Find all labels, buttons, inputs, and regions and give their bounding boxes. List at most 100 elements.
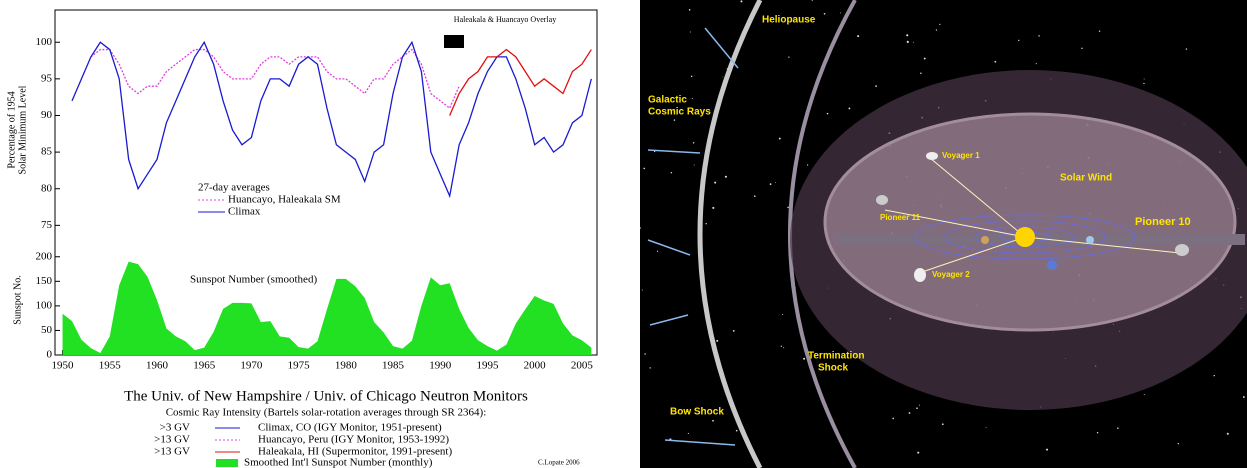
spacecraft (876, 195, 888, 205)
x-tick-label: 1970 (240, 360, 263, 372)
star (840, 12, 842, 14)
x-tick-label: 1985 (382, 360, 405, 372)
star (754, 195, 756, 197)
star (1143, 82, 1145, 85)
star (1213, 374, 1215, 377)
star (920, 72, 922, 75)
star (1143, 394, 1145, 396)
trajectory (929, 157, 1026, 238)
star (740, 0, 743, 3)
series-line (71, 40, 592, 199)
y-label: Solar Minimum Level (17, 85, 28, 174)
star (1096, 431, 1099, 434)
star (806, 164, 809, 166)
chart-panel: Haleakala & Huancayo Overlay Percentage … (6, 9, 598, 468)
legend-label: Climax (228, 206, 261, 218)
star (912, 41, 914, 43)
rigidity: >3 GV (160, 422, 190, 434)
star (690, 75, 693, 78)
star (1038, 35, 1040, 37)
trajectory (1024, 236, 1181, 254)
star (649, 367, 651, 369)
x-tick-label: 1955 (99, 360, 122, 372)
star (787, 206, 789, 209)
star (670, 171, 673, 174)
star (724, 175, 727, 178)
y-tick-label: 80 (41, 182, 53, 194)
label: Voyager 1 (942, 151, 980, 160)
star (985, 427, 987, 428)
y-tick-label: 100 (36, 36, 53, 48)
star (640, 227, 641, 229)
trajectory (884, 209, 1026, 238)
series-line (90, 48, 460, 110)
star (769, 183, 772, 186)
heliopause (788, 0, 857, 468)
label: Pioneer 11 (880, 213, 921, 222)
star (788, 56, 790, 58)
star (823, 12, 826, 15)
label: Pioneer 10 (1135, 216, 1191, 228)
star (994, 60, 997, 63)
y-tick-label: 90 (41, 109, 53, 121)
star (916, 407, 918, 410)
star (687, 432, 689, 435)
x-tick-label: 1980 (335, 360, 358, 372)
arrow (664, 439, 736, 446)
ecliptic-band (835, 234, 1245, 245)
arrow (704, 27, 739, 69)
star (643, 167, 646, 170)
label: Termination (808, 351, 864, 362)
star (826, 112, 829, 115)
x-tick-label: 1950 (52, 360, 75, 372)
star (689, 31, 691, 33)
star (686, 410, 689, 413)
x-tick-label: 2005 (571, 360, 594, 372)
star (705, 223, 707, 225)
star (875, 85, 877, 87)
label: Solar Wind (1060, 173, 1112, 184)
x-tick-label: 1960 (146, 360, 169, 372)
star (1081, 47, 1083, 50)
star (857, 35, 860, 38)
star (941, 423, 944, 426)
x-tick-label: 1995 (476, 360, 499, 372)
star (778, 137, 781, 140)
star (908, 412, 911, 414)
heliosphere-diagram: Heliopause Galactic Cosmic Rays Solar Wi… (640, 0, 1247, 468)
star (656, 250, 659, 252)
star (693, 164, 695, 166)
series-line (449, 48, 592, 116)
termination-shock (823, 112, 1237, 332)
star (673, 119, 676, 121)
star (735, 429, 738, 432)
y-tick-label: 75 (41, 219, 53, 231)
star (906, 40, 909, 43)
star (691, 98, 693, 100)
orbit (914, 214, 1136, 260)
star (1143, 78, 1145, 80)
star (935, 29, 938, 31)
station: Huancayo, Peru (IGY Monitor, 1953-1992) (258, 434, 449, 446)
x-tick-label: 1990 (429, 360, 452, 372)
star (803, 357, 806, 360)
label: Shock (818, 363, 848, 374)
star (644, 353, 646, 355)
star (1226, 432, 1229, 435)
label: Galactic (648, 95, 687, 106)
star (923, 57, 926, 60)
star (919, 404, 920, 406)
arrow (649, 314, 689, 326)
spacecraft (914, 268, 926, 282)
planet (1047, 260, 1057, 270)
label: Cosmic Rays (648, 107, 711, 118)
footer-subtitle: Cosmic Ray Intensity (Bartels solar-rota… (166, 407, 487, 419)
label: Voyager 2 (932, 270, 970, 279)
spacecraft (1175, 244, 1189, 256)
x-tick-label: 1975 (288, 360, 311, 372)
star (787, 23, 789, 25)
y-tick-label: 200 (36, 250, 53, 262)
arrow (647, 239, 691, 256)
star (641, 289, 643, 291)
star (939, 23, 941, 25)
